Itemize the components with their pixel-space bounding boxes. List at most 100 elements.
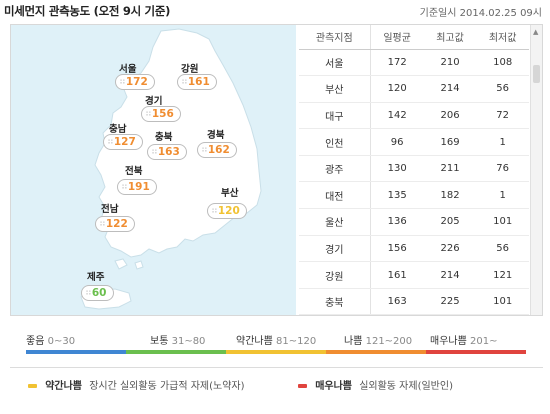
table-row: 대구 142 206 72 [299, 102, 529, 130]
header: 미세먼지 관측농도 (오전 9시 기준) 기준일시 2014.02.25 09시 [0, 0, 550, 22]
average-cell: 136 [370, 208, 424, 236]
legend-label: 좋음 [26, 336, 45, 347]
note-text: 장시간 실외활동 가급적 자제(노약자) [89, 381, 245, 392]
region-name: 서울 [119, 64, 137, 75]
min-cell: 121 [476, 261, 529, 289]
region-name: 전북 [125, 166, 143, 177]
column-header-station: 관측지점 [299, 25, 371, 50]
max-cell: 206 [423, 102, 477, 130]
region-name: 제주 [87, 272, 105, 283]
scroll-up-arrow-icon[interactable]: ▲ [533, 28, 539, 36]
max-cell: 205 [423, 208, 477, 236]
legend: 좋음 0~30 보통 31~80 약간나쁨 81~120 나쁨 121~200 … [26, 332, 526, 356]
min-cell: 101 [476, 208, 529, 236]
legend-bar-slightly-bad [226, 350, 326, 354]
min-cell: 101 [476, 288, 529, 316]
average-cell: 135 [370, 181, 424, 210]
dots-icon: ∷ [122, 183, 127, 191]
region-value: 122 [105, 218, 128, 230]
station-cell: 서울 [299, 49, 371, 77]
min-cell: 56 [476, 75, 529, 103]
note-very-bad: 매우나쁨 실외활동 자제(일반인) [298, 377, 453, 392]
dots-icon: ∷ [182, 78, 187, 86]
note-text: 실외활동 자제(일반인) [359, 381, 453, 392]
min-cell: 56 [476, 235, 529, 263]
observation-panel: 서울 ∷ 172 강원 ∷ 161 경기 ∷ 156 충남 ∷ 127 [10, 24, 543, 316]
legend-range: 201~ [470, 336, 498, 347]
max-cell: 210 [423, 49, 477, 77]
table-row: 경기 156 226 56 [299, 235, 529, 263]
region-name: 충북 [155, 132, 173, 143]
min-cell: 1 [476, 128, 529, 156]
legend-label: 매우나쁨 [430, 336, 467, 347]
station-cell: 경기 [299, 235, 371, 263]
average-cell: 163 [370, 288, 424, 316]
region-value: 162 [207, 144, 230, 156]
average-cell: 161 [370, 261, 424, 289]
scroll-thumb[interactable] [533, 65, 540, 83]
table-row: 충북 163 225 101 [299, 288, 529, 316]
legend-range: 31~80 [171, 336, 206, 347]
page-title: 미세먼지 관측농도 (오전 9시 기준) [4, 4, 171, 18]
region-value: 161 [187, 76, 210, 88]
station-cell: 울산 [299, 208, 371, 236]
average-cell: 142 [370, 102, 424, 130]
dots-icon: ∷ [100, 220, 105, 228]
region-value: 191 [127, 181, 150, 193]
section-divider [10, 367, 543, 368]
average-cell: 156 [370, 235, 424, 263]
legend-color-scale [26, 350, 526, 354]
region-name: 강원 [181, 64, 199, 75]
station-cell: 부산 [299, 75, 371, 103]
dots-icon: ∷ [86, 289, 91, 297]
legend-label: 보통 [150, 336, 169, 347]
region-value-badge: ∷ 60 [81, 285, 114, 301]
max-cell: 226 [423, 235, 477, 263]
korea-map: 서울 ∷ 172 강원 ∷ 161 경기 ∷ 156 충남 ∷ 127 [11, 25, 296, 315]
legend-slightly-bad: 약간나쁨 81~120 [236, 332, 316, 347]
station-cell: 대전 [299, 181, 371, 210]
station-cell: 광주 [299, 155, 371, 183]
region-name: 전남 [101, 204, 119, 215]
table-row: 강원 161 214 121 [299, 261, 529, 289]
region-value: 172 [125, 76, 148, 88]
legend-bar-good [26, 350, 126, 354]
table-row: 서울 172 210 108 [299, 49, 529, 77]
korea-map-shape [80, 28, 262, 310]
station-cell: 대구 [299, 102, 371, 130]
legend-range: 121~200 [365, 336, 413, 347]
south-islands-shape [114, 258, 144, 270]
region-value-badge: ∷ 127 [103, 134, 143, 150]
dots-icon: ∷ [152, 148, 157, 156]
region-value-badge: ∷ 120 [207, 203, 247, 219]
reference-time: 기준일시 2014.02.25 09시 [419, 8, 542, 19]
region-value: 156 [151, 108, 174, 120]
max-cell: 214 [423, 261, 477, 289]
station-cell: 충북 [299, 288, 371, 316]
max-cell: 182 [423, 181, 477, 210]
dots-icon: ∷ [212, 207, 217, 215]
note-color-swatch [28, 384, 37, 388]
region-name: 경기 [145, 96, 163, 107]
dots-icon: ∷ [108, 138, 113, 146]
column-header-min: 최저값 [476, 25, 529, 50]
average-cell: 130 [370, 155, 424, 183]
legend-range: 81~120 [276, 336, 317, 347]
max-cell: 169 [423, 128, 477, 156]
table-row: 부산 120 214 56 [299, 75, 529, 103]
region-value-badge: ∷ 162 [197, 142, 237, 158]
dots-icon: ∷ [146, 110, 151, 118]
legend-bar-very-bad [426, 350, 526, 354]
observation-table-container: 관측지점 일평균 최고값 최저값 서울 172 210 108 부산 120 214 56 … [299, 25, 529, 316]
table-row: 대전 135 182 1 [299, 181, 529, 210]
region-value-badge: ∷ 172 [115, 74, 155, 90]
table-scrollbar[interactable]: ▲ [530, 25, 542, 315]
average-cell: 96 [370, 128, 424, 156]
region-value: 127 [113, 136, 136, 148]
average-cell: 172 [370, 49, 424, 77]
legend-bar-normal [126, 350, 226, 354]
dots-icon: ∷ [202, 146, 207, 154]
observation-table: 관측지점 일평균 최고값 최저값 서울 172 210 108 부산 120 214 56 … [299, 25, 529, 316]
min-cell: 72 [476, 102, 529, 130]
max-cell: 211 [423, 155, 477, 183]
